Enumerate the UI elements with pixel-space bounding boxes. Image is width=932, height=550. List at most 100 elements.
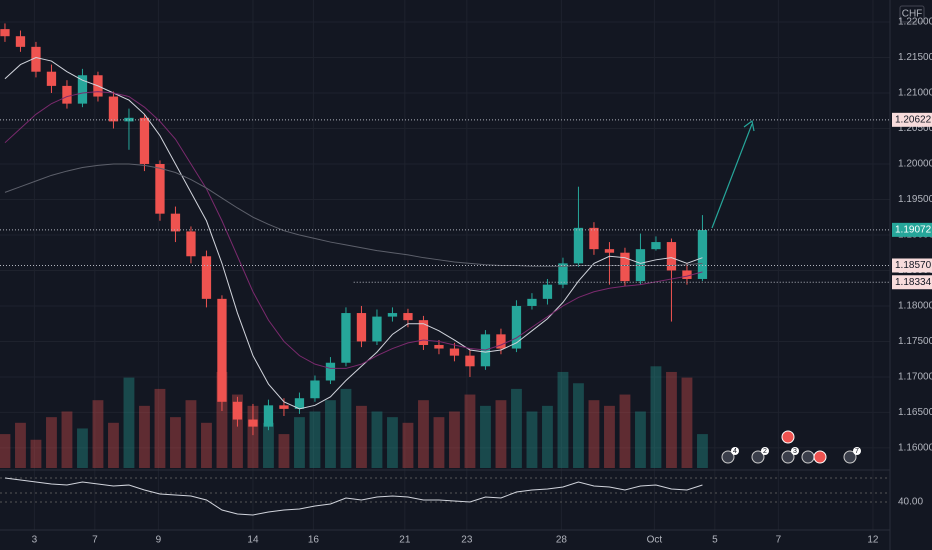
event-badge	[791, 447, 799, 455]
candle-body	[387, 313, 398, 317]
volume-bar	[480, 405, 491, 468]
volume-bar	[402, 422, 414, 468]
candle-body	[248, 419, 258, 427]
projection-arrow	[711, 123, 753, 229]
price-level-box	[892, 112, 932, 127]
volume-bar	[464, 394, 476, 468]
volume-bar	[232, 394, 243, 468]
volume-bar	[123, 377, 135, 468]
candle-body	[496, 334, 506, 349]
y-tick-label: 1.16000	[898, 443, 932, 454]
volume-bar	[170, 417, 181, 468]
candle-body	[527, 298, 537, 306]
volume-bar	[433, 417, 445, 468]
price-level-label: 1.19072	[895, 224, 932, 235]
price-level-box	[892, 222, 932, 237]
x-tick-label: 5	[712, 535, 718, 546]
event-count: 4	[733, 448, 737, 455]
x-tick-label: 23	[461, 535, 473, 546]
plot	[0, 0, 890, 530]
price-level-box	[892, 258, 932, 273]
candle-body	[372, 316, 382, 342]
candle-body	[620, 252, 630, 282]
currency-label: CHF	[902, 9, 923, 20]
candle-body	[511, 305, 522, 349]
volume-bar	[356, 405, 367, 468]
x-tick-label: 14	[247, 535, 259, 546]
volume-bar	[387, 417, 398, 468]
y-tick-label: 1.21500	[898, 52, 932, 63]
volume-bar	[526, 411, 538, 468]
candle-body	[356, 313, 367, 342]
projection-arrow-head	[743, 119, 755, 132]
y-tick-label: 1.20500	[898, 123, 932, 134]
event-icon	[801, 450, 815, 464]
x-tick-label: 16	[308, 535, 320, 546]
candle-body	[31, 46, 41, 72]
event-icon	[781, 450, 795, 464]
candle-body	[682, 270, 692, 279]
volume-bar	[325, 400, 336, 468]
volume-bar	[154, 388, 166, 468]
candle-body	[201, 256, 212, 299]
volume-bar	[77, 428, 88, 468]
candle-body	[170, 213, 181, 232]
candle-body	[341, 313, 351, 363]
volume-bar	[278, 434, 290, 468]
moving-average	[4, 163, 703, 267]
candle-body	[263, 405, 274, 427]
candle-body	[310, 380, 320, 399]
volume-bar	[92, 400, 104, 468]
volume-bar	[418, 400, 429, 468]
y-tick-label: 1.21000	[898, 88, 932, 99]
event-icon	[843, 450, 857, 464]
y-tick-label: 1.17500	[898, 336, 932, 347]
event-icons	[721, 430, 857, 464]
candle-body	[0, 29, 10, 37]
candle-body	[279, 405, 289, 409]
x-tick-label: 12	[867, 535, 879, 546]
volume-bar	[309, 411, 321, 468]
x-tick-label: Oct	[647, 535, 663, 546]
candle-body	[325, 362, 336, 381]
volume-bar	[185, 400, 197, 468]
volume-bar	[371, 411, 383, 468]
volume-bar	[619, 394, 631, 468]
price-level-label: 1.18570	[895, 260, 932, 271]
volume-bar	[247, 405, 259, 468]
candle-body	[186, 231, 196, 257]
event-count: 7	[855, 448, 859, 455]
candle-body	[15, 36, 26, 47]
x-tick-label: 21	[399, 535, 411, 546]
volume-bar	[697, 434, 708, 468]
y-tick-label: 1.17000	[898, 372, 932, 383]
candle-body	[403, 313, 413, 321]
event-count: 2	[763, 448, 767, 455]
candle-body	[666, 242, 677, 271]
volume-bar	[263, 422, 274, 468]
y-tick-label: 1.19500	[898, 194, 932, 205]
volume-bar	[666, 371, 677, 468]
volume-bar	[201, 422, 212, 468]
event-badge	[853, 447, 861, 455]
price-level-box	[892, 275, 932, 290]
x-tick-label: 28	[556, 535, 568, 546]
volume-bar	[108, 422, 119, 468]
candle-body	[108, 96, 119, 122]
event-badge	[731, 447, 739, 455]
candle-body	[449, 348, 460, 356]
volume-bar	[588, 400, 600, 468]
y-tick-label: 1.18000	[898, 301, 932, 312]
volume-bar	[449, 411, 460, 468]
volume-bar	[604, 405, 615, 468]
volume-bar	[557, 371, 569, 468]
candle-body	[434, 344, 444, 349]
candle-body	[418, 320, 429, 345]
candle-body	[651, 242, 661, 250]
currency-box	[899, 5, 925, 23]
volume-bar	[61, 411, 73, 468]
volume-bar	[15, 422, 26, 468]
volume-bar	[635, 411, 646, 468]
candle-body	[124, 117, 134, 122]
